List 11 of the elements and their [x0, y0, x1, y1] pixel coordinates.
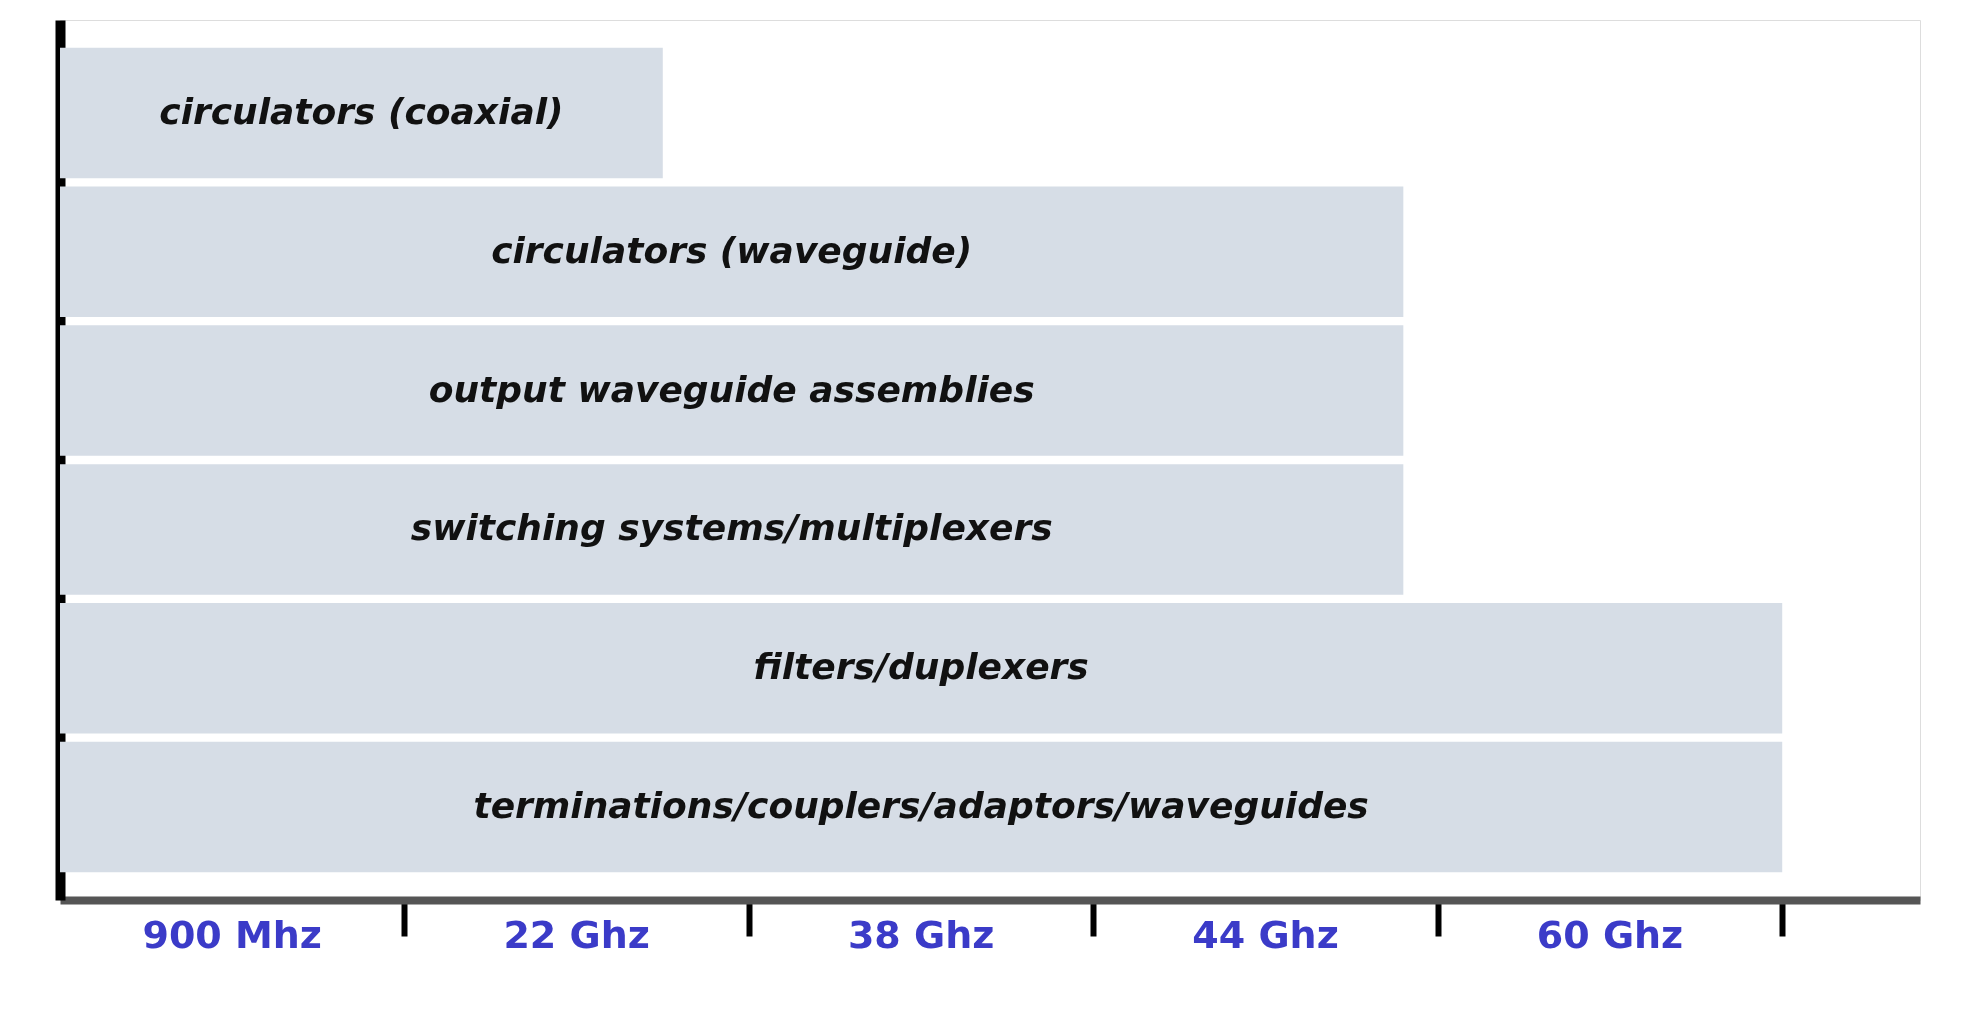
y-tick-label: circulators (waveguide): [491, 229, 973, 271]
text: 22 Ghz: [503, 913, 650, 957]
text: 900 Mhz: [142, 913, 322, 957]
y-tick-label: output waveguide assemblies: [428, 368, 1035, 410]
text: 60 Ghz: [1536, 913, 1684, 957]
y-tick-label: filters/duplexers: [753, 646, 1089, 688]
y-tick-label: circulators (coaxial): [159, 91, 564, 132]
text: 44 Ghz: [1192, 913, 1339, 957]
y-tick-label: terminations/couplers/adaptors/waveguides: [473, 785, 1369, 826]
text: 38 Ghz: [847, 913, 995, 957]
y-tick-label: switching systems/multiplexers: [410, 507, 1053, 549]
